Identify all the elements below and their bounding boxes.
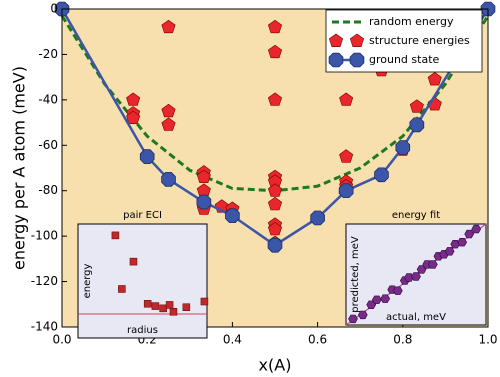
inset-square: [118, 285, 126, 293]
inset-y-label: energy: [82, 263, 93, 298]
legend-label: ground state: [369, 53, 440, 66]
inset-hexagon: [457, 238, 468, 247]
hexagon-marker: [161, 171, 176, 187]
pentagon-marker: [267, 221, 283, 236]
inset-hexagon: [392, 286, 403, 295]
inset-x-label: radius: [127, 325, 158, 336]
y-tick-label: -140: [31, 320, 58, 334]
inset-title: energy fit: [392, 210, 440, 221]
legend-marker: [328, 33, 344, 48]
hexagon-marker: [409, 117, 425, 133]
inset-hexagon: [371, 295, 382, 304]
y-tick-label: -120: [31, 274, 58, 288]
hexagon-marker: [310, 210, 325, 226]
legend-marker: [349, 52, 365, 68]
inset-square: [182, 303, 191, 311]
x-tick-label: 1.0: [478, 333, 497, 347]
legend-marker: [328, 52, 344, 68]
y-axis-label: energy per A atom (meV): [10, 66, 29, 270]
inset-square: [200, 297, 209, 306]
x-tick-label: 0.6: [308, 333, 327, 347]
inset-x-label: actual, meV: [386, 312, 446, 323]
x-axis-label: x(A): [259, 356, 292, 375]
hexagon-marker: [196, 194, 212, 210]
x-tick-label: 0.0: [52, 333, 71, 347]
pentagon-marker: [267, 183, 283, 197]
inset-square: [169, 308, 178, 316]
y-tick-label: -20: [38, 47, 58, 61]
pentagon-marker: [196, 169, 211, 183]
inset-hexagon: [471, 224, 482, 234]
inset-hexagon: [444, 247, 455, 256]
pentagon-marker: [267, 19, 283, 34]
y-tick-label: -60: [38, 138, 58, 152]
inset-hexagon: [427, 260, 438, 269]
hexagon-marker: [225, 208, 240, 224]
inset-hexagon: [380, 294, 391, 303]
inset-hexagon: [404, 273, 414, 282]
pentagon-marker: [267, 92, 283, 106]
inset-hexagon: [411, 272, 421, 281]
inset-title: pair ECI: [123, 210, 162, 221]
inset-hexagon: [464, 229, 475, 239]
inset-square: [159, 304, 167, 313]
legend-label: random energy: [369, 15, 454, 28]
inset-hexagon: [357, 310, 368, 320]
hexagon-marker: [395, 140, 411, 155]
y-tick-label: -40: [38, 92, 58, 106]
x-tick-label: 0.8: [393, 333, 412, 347]
pentagon-marker: [161, 19, 176, 34]
pentagon-marker: [267, 196, 283, 211]
hexagon-marker: [338, 183, 354, 199]
inset-hexagon: [348, 314, 358, 324]
inset-square: [165, 301, 174, 309]
pentagon-marker: [126, 92, 141, 106]
plot-frame: [61, 8, 489, 328]
legend-marker: [349, 33, 365, 48]
pentagon-marker: [161, 103, 176, 118]
inset-square: [111, 231, 120, 240]
pentagon-marker: [339, 92, 354, 106]
legend-label: structure energies: [369, 34, 470, 47]
hexagon-marker: [267, 237, 283, 253]
pentagon-marker: [267, 44, 283, 59]
pentagon-marker: [339, 149, 354, 163]
y-tick-label: -80: [38, 183, 58, 197]
inset-frame: [77, 223, 208, 339]
inset-square: [143, 300, 152, 308]
inset-square: [129, 257, 138, 266]
hexagon-marker: [139, 149, 155, 165]
y-tick-label: -100: [31, 229, 58, 243]
inset-y-label: predicted, meV: [350, 236, 361, 313]
x-tick-label: 0.4: [223, 333, 242, 347]
pentagon-marker: [161, 117, 176, 131]
pentagon-marker: [126, 110, 141, 124]
pentagon-marker: [409, 99, 424, 113]
y-tick-label: 0: [50, 2, 58, 16]
hexagon-marker: [374, 167, 389, 183]
inset-square: [151, 302, 160, 310]
pentagon-marker: [427, 72, 442, 86]
